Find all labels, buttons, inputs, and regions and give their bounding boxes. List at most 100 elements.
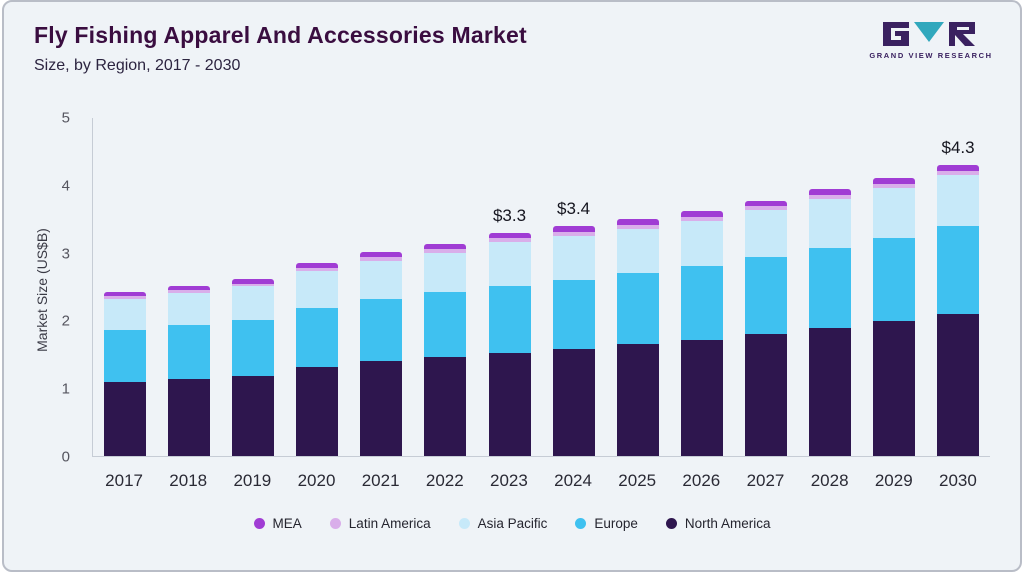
bar-column <box>606 118 670 456</box>
bar-column <box>862 118 926 456</box>
bar-segment-north-america <box>937 314 980 456</box>
bar-segment-asia-pacific <box>232 286 275 321</box>
legend-label: Europe <box>594 516 638 531</box>
stacked-bar <box>488 232 531 456</box>
bar-segment-europe <box>616 272 659 345</box>
stacked-bar <box>296 263 339 456</box>
stacked-bar <box>616 219 659 456</box>
grand-view-research-logo: GRAND VIEW RESEARCH <box>869 22 991 60</box>
bar-segment-europe <box>872 237 915 322</box>
legend-swatch-icon <box>575 518 587 529</box>
bar-segment-europe <box>808 247 851 328</box>
x-tick-label: 2017 <box>105 471 143 490</box>
logo-brand-text: GRAND VIEW RESEARCH <box>869 51 993 60</box>
y-tick-label: 4 <box>61 177 70 195</box>
bar-segment-mea <box>872 177 915 184</box>
bar-column <box>670 118 734 456</box>
bar-segment-europe <box>744 257 787 334</box>
y-tick-label: 5 <box>61 109 70 127</box>
bar-segment-mea <box>937 165 980 172</box>
stacked-bar <box>872 177 915 456</box>
bar-segment-north-america <box>552 349 595 456</box>
bar-segment-mea <box>424 243 467 250</box>
bar-value-label: $3.3 <box>492 205 527 225</box>
bar-segment-mea <box>104 292 147 297</box>
bar-segment-mea <box>360 251 403 258</box>
y-tick-label: 1 <box>61 380 70 398</box>
bar-column: $3.3 <box>477 118 541 456</box>
stacked-bar <box>744 200 787 456</box>
bar-segment-europe <box>488 285 531 354</box>
page-subtitle: Size, by Region, 2017 - 2030 <box>34 57 241 74</box>
x-tick-label: 2028 <box>810 471 849 490</box>
bar-segment-north-america <box>872 321 915 456</box>
bar-segment-latin-america <box>424 249 467 253</box>
bar-segment-asia-pacific <box>744 209 787 258</box>
bar-segment-north-america <box>104 381 147 456</box>
bar-segment-mea <box>552 226 595 232</box>
bar-segment-europe <box>680 266 723 340</box>
bar-segment-latin-america <box>168 290 211 294</box>
stacked-bar <box>360 251 403 456</box>
bar-segment-north-america <box>808 327 851 456</box>
bar-segment-north-america <box>488 353 531 456</box>
bar-segment-europe <box>296 307 339 368</box>
stacked-bar <box>552 226 595 456</box>
bar-segment-mea <box>680 211 723 217</box>
bar-column <box>734 118 798 456</box>
bar-segment-asia-pacific <box>937 175 980 227</box>
bar-segment-north-america <box>680 339 723 456</box>
bar-segment-asia-pacific <box>552 235 595 280</box>
x-tick-label: 2025 <box>618 471 657 490</box>
bar-segment-europe <box>104 329 147 382</box>
legend-item-latin-america: Latin America <box>329 516 431 531</box>
bar-segment-mea <box>488 232 531 239</box>
x-tick-label: 2022 <box>425 471 464 490</box>
stacked-bar <box>680 211 723 456</box>
bar-segment-mea <box>168 285 211 291</box>
bar-segment-latin-america <box>296 268 339 272</box>
bar-column <box>221 118 285 456</box>
legend-item-mea: MEA <box>253 516 302 531</box>
bar-value-label: $3.4 <box>557 199 591 219</box>
legend-label: North America <box>684 516 771 531</box>
bar-segment-latin-america <box>808 195 851 200</box>
y-tick-label: 3 <box>61 245 70 263</box>
bar-segment-latin-america <box>937 171 980 176</box>
bar-segment-europe <box>424 292 467 358</box>
x-tick-label: 2027 <box>746 471 785 490</box>
legend-swatch-icon <box>665 518 677 529</box>
bar-segment-mea <box>808 189 851 196</box>
bar-segment-latin-america <box>360 257 403 261</box>
legend-item-asia-pacific: Asia Pacific <box>458 516 547 531</box>
bar-column: $4.3 <box>926 118 990 456</box>
bar-segment-north-america <box>168 378 211 456</box>
stacked-bar <box>937 165 980 456</box>
bar-segment-latin-america <box>680 216 723 221</box>
stacked-bar <box>104 292 147 456</box>
bar-column: $3.4 <box>542 118 606 456</box>
bar-segment-north-america <box>744 333 787 456</box>
bar-segment-asia-pacific <box>424 252 467 293</box>
chart-legend: MEA Latin America Asia Pacific Europe North … <box>4 516 1020 531</box>
bar-segment-europe <box>168 324 211 379</box>
x-tick-label: 2029 <box>874 471 913 490</box>
legend-label: Latin America <box>348 516 431 531</box>
x-tick-label: 2030 <box>938 471 977 490</box>
bar-segment-asia-pacific <box>296 271 339 308</box>
bar-column <box>157 118 221 456</box>
bar-column <box>349 118 413 456</box>
bar-segment-asia-pacific <box>488 242 531 286</box>
x-tick-label: 2024 <box>554 471 592 490</box>
legend-item-north-america: North America <box>665 516 771 531</box>
legend-swatch-icon <box>253 518 265 529</box>
bar-segment-north-america <box>232 375 275 456</box>
legend-item-europe: Europe <box>575 516 638 531</box>
y-tick-label: 0 <box>61 448 70 466</box>
bar-segment-mea <box>616 219 659 225</box>
bar-segment-latin-america <box>104 296 147 300</box>
bar-segment-asia-pacific <box>360 260 403 300</box>
bar-segment-asia-pacific <box>168 293 211 325</box>
x-tick-label: 2023 <box>490 471 528 490</box>
